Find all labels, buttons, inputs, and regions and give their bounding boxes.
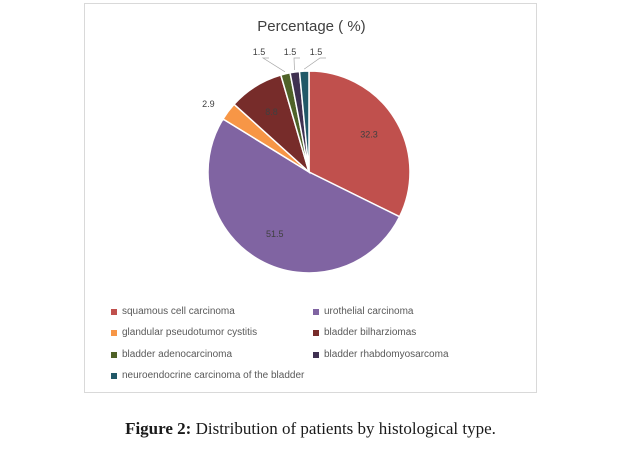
legend-label-neuroendocrine-carcinoma-of-the-bladder: neuroendocrine carcinoma of the bladder xyxy=(122,370,305,381)
legend-label-bladder-bilharziomas: bladder bilharziomas xyxy=(324,327,417,338)
leader-line-bladder-rhabdomyosarcoma xyxy=(293,57,300,71)
legend-item-glandular-pseudotumor-cystitis: glandular pseudotumor cystitis xyxy=(111,327,257,338)
legend-swatch-bladder-bilharziomas xyxy=(313,329,319,336)
chart-area: Percentage ( %) 32.3 51.5 2.9 8.8 1.5 1.5 1.5 … xyxy=(84,3,537,393)
legend-swatch-neuroendocrine-carcinoma-of-the-bladder xyxy=(111,372,117,379)
legend-item-squamous-cell-carcinoma: squamous cell carcinoma xyxy=(111,306,235,317)
legend-item-bladder-bilharziomas: bladder bilharziomas xyxy=(313,327,416,338)
data-label-bladder-bilharziomas: 8.8 xyxy=(265,107,278,117)
legend-label-bladder-adenocarcinoma: bladder adenocarcinoma xyxy=(122,349,233,360)
legend-item-bladder-adenocarcinoma: bladder adenocarcinoma xyxy=(111,349,232,360)
legend-swatch-urothelial-carcinoma xyxy=(313,308,319,315)
pie-chart: 32.3 51.5 2.9 8.8 1.5 1.5 1.5 xyxy=(202,47,411,274)
legend-swatch-bladder-rhabdomyosarcoma xyxy=(313,351,319,358)
pie-slice-urothelial-carcinoma xyxy=(207,117,401,274)
legend-item-bladder-rhabdomyosarcoma: bladder rhabdomyosarcoma xyxy=(313,349,449,360)
legend-label-squamous-cell-carcinoma: squamous cell carcinoma xyxy=(122,306,235,317)
data-label-bladder-adenocarcinoma: 1.5 xyxy=(253,47,266,57)
legend-label-urothelial-carcinoma: urothelial carcinoma xyxy=(324,306,414,317)
figure-caption: Figure 2: Distribution of patients by hi… xyxy=(0,419,621,439)
legend-item-urothelial-carcinoma: urothelial carcinoma xyxy=(313,306,414,317)
data-label-squamous-cell-carcinoma: 32.3 xyxy=(360,130,378,140)
data-label-glandular-pseudotumor-cystitis: 2.9 xyxy=(202,99,215,109)
data-label-neuroendocrine-carcinoma-of-the-bladder: 1.5 xyxy=(310,47,323,57)
pie-slice-neuroendocrine-carcinoma-of-the-bladder xyxy=(298,70,310,173)
chart-title: Percentage ( %) xyxy=(257,18,366,35)
legend-swatch-bladder-adenocarcinoma xyxy=(111,351,117,358)
legend-swatch-squamous-cell-carcinoma xyxy=(111,308,117,315)
caption-text: Distribution of patients by histological… xyxy=(191,419,496,438)
data-label-urothelial-carcinoma: 51.5 xyxy=(266,229,284,239)
legend-label-glandular-pseudotumor-cystitis: glandular pseudotumor cystitis xyxy=(122,327,258,338)
data-label-bladder-rhabdomyosarcoma: 1.5 xyxy=(284,47,297,57)
legend-swatch-glandular-pseudotumor-cystitis xyxy=(111,329,117,336)
legend-item-neuroendocrine-carcinoma-of-the-bladder: neuroendocrine carcinoma of the bladder xyxy=(111,370,304,381)
leader-line-neuroendocrine-carcinoma-of-the-bladder xyxy=(303,57,326,70)
pie-slice-squamous-cell-carcinoma xyxy=(308,70,411,218)
legend-label-bladder-rhabdomyosarcoma: bladder rhabdomyosarcoma xyxy=(324,349,449,360)
leader-line-bladder-adenocarcinoma xyxy=(261,57,286,73)
caption-label: Figure 2: xyxy=(125,419,192,438)
